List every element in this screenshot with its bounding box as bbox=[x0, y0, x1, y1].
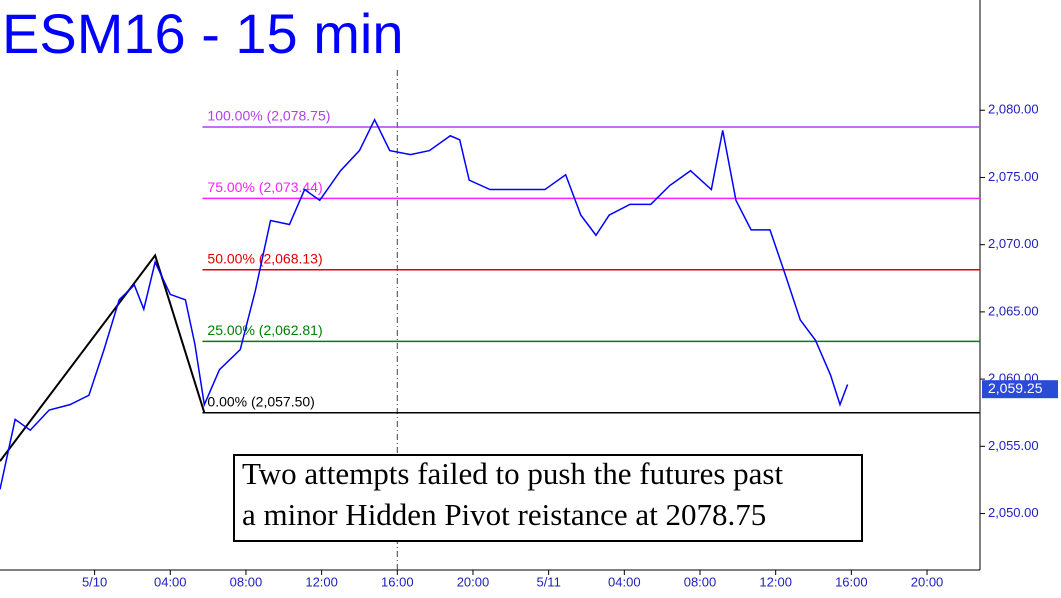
x-tick-label: 04:00 bbox=[608, 574, 641, 589]
level-label: 25.00% (2,062.81) bbox=[207, 322, 322, 338]
annotation-text: Two attempts failed to push the futures … bbox=[242, 456, 783, 491]
chart-title: ESM16 - 15 min bbox=[2, 2, 404, 65]
x-tick-label: 04:00 bbox=[154, 574, 187, 589]
level-label: 0.00% (2,057.50) bbox=[207, 393, 314, 409]
last-price-tag bbox=[982, 380, 1058, 399]
y-tick-label: 2,080.00 bbox=[988, 102, 1039, 117]
level-label: 100.00% (2,078.75) bbox=[207, 108, 330, 124]
annotation-box bbox=[233, 454, 863, 542]
annotation-text: a minor Hidden Pivot reistance at 2078.7… bbox=[242, 497, 766, 532]
x-tick-label: 08:00 bbox=[684, 574, 717, 589]
y-tick-label: 2,055.00 bbox=[988, 438, 1039, 453]
x-tick-label: 16:00 bbox=[381, 574, 414, 589]
x-tick-label: 12:00 bbox=[305, 574, 338, 589]
zigzag-line bbox=[0, 253, 206, 462]
x-tick-label: 20:00 bbox=[911, 574, 944, 589]
x-tick-label: 5/11 bbox=[536, 574, 560, 589]
last-price-label: 2,059.25 bbox=[988, 380, 1043, 396]
y-tick-label: 2,050.00 bbox=[988, 505, 1039, 520]
y-tick-label: 2,065.00 bbox=[988, 303, 1039, 318]
x-tick-label: 20:00 bbox=[457, 574, 490, 589]
y-tick-label: 2,070.00 bbox=[988, 236, 1039, 251]
x-tick-label: 5/10 bbox=[82, 574, 107, 589]
level-label: 75.00% (2,073.44) bbox=[207, 179, 322, 195]
x-tick-label: 16:00 bbox=[835, 574, 868, 589]
price-line bbox=[0, 117, 849, 490]
x-tick-label: 08:00 bbox=[230, 574, 263, 589]
y-tick-label: 2,075.00 bbox=[988, 169, 1039, 184]
level-label: 50.00% (2,068.13) bbox=[207, 251, 322, 267]
x-tick-label: 12:00 bbox=[759, 574, 792, 589]
